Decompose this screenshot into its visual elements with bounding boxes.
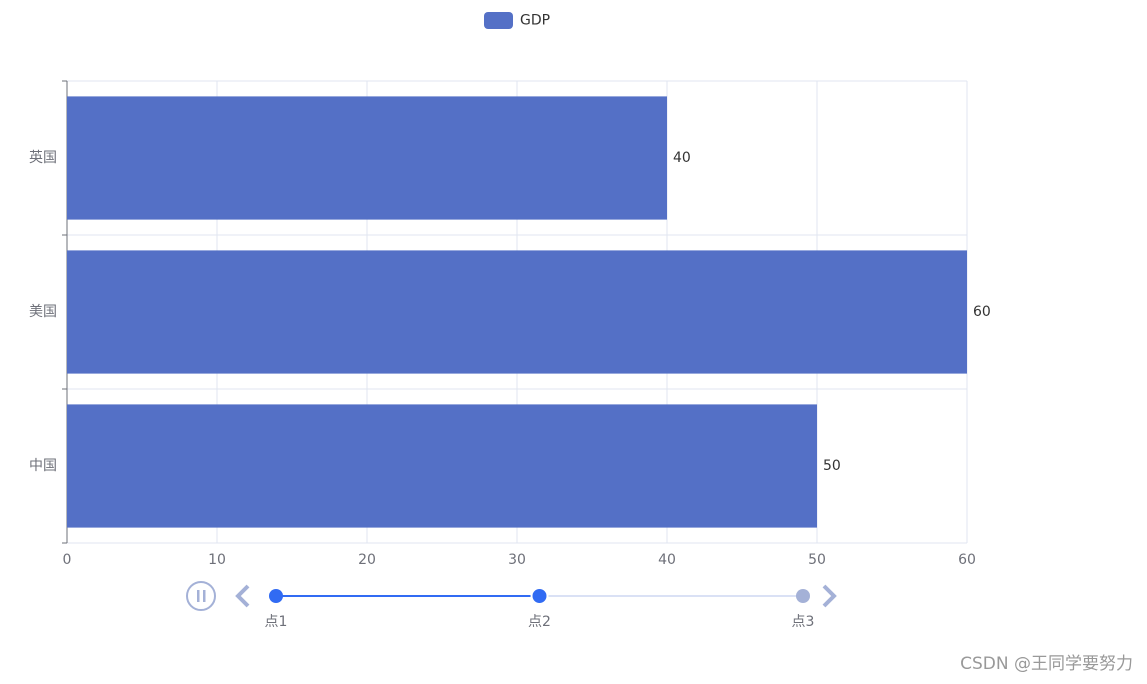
legend[interactable]: GDP — [484, 12, 550, 29]
x-tick-label: 20 — [358, 552, 376, 568]
bar — [67, 250, 967, 374]
timeline-label[interactable]: 点2 — [528, 614, 551, 630]
next-button[interactable] — [822, 584, 837, 608]
value-label: 60 — [973, 304, 991, 320]
y-tick-label: 美国 — [29, 304, 57, 320]
timeline-label[interactable]: 点3 — [792, 614, 815, 630]
bar — [67, 404, 817, 528]
x-tick-label: 30 — [508, 552, 526, 568]
x-tick-label: 0 — [63, 552, 72, 568]
x-tick-label: 10 — [208, 552, 226, 568]
x-tick-label: 40 — [658, 552, 676, 568]
prev-button[interactable] — [235, 584, 250, 608]
bar — [67, 96, 667, 220]
y-tick-label: 中国 — [29, 458, 57, 474]
timeline-point[interactable] — [269, 589, 283, 603]
legend-swatch — [484, 12, 513, 29]
x-tick-label: 50 — [808, 552, 826, 568]
value-label: 40 — [673, 150, 691, 166]
timeline-label[interactable]: 点1 — [265, 614, 288, 630]
value-label: 50 — [823, 458, 841, 474]
watermark: CSDN @王同学要努力 — [960, 654, 1133, 674]
pause-bar — [203, 590, 206, 602]
pause-bar — [197, 590, 200, 602]
play-button[interactable] — [186, 581, 216, 611]
timeline-point[interactable] — [530, 587, 549, 605]
x-tick-label: 60 — [958, 552, 976, 568]
legend-label: GDP — [520, 13, 550, 29]
y-tick-label: 英国 — [29, 149, 57, 166]
timeline-point[interactable] — [796, 589, 810, 603]
